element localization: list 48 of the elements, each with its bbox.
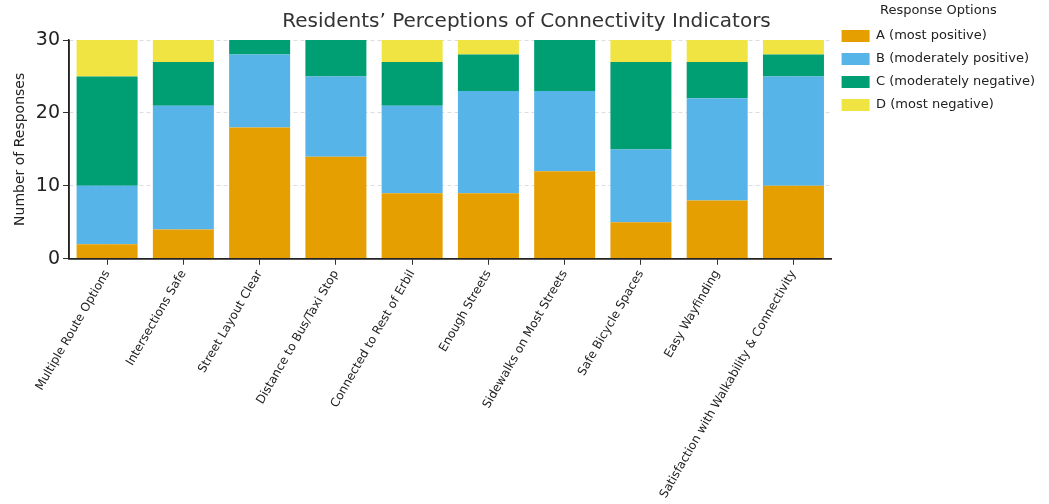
bar [152,61,214,106]
bar [762,40,824,55]
bar [457,193,519,259]
bar [152,229,214,259]
bar [381,193,443,259]
bar [152,105,214,230]
bar [686,200,748,259]
bar [762,76,824,186]
bar [610,40,672,62]
chart-title: Residents’ Perceptions of Connectivity Indicators [282,8,771,33]
y-tick-label: 30 [35,26,60,49]
bar [229,54,291,128]
legend-label: C (moderately negative) [876,73,1035,89]
bar [229,127,291,259]
bar [76,76,138,186]
bar [762,54,824,77]
bar [457,91,519,194]
bar [229,40,291,55]
y-tick-label: 20 [35,99,60,122]
bar [534,91,596,172]
y-tick-label: 0 [47,245,60,268]
bar [686,61,748,99]
legend-title: Response Options [879,1,997,17]
y-tick-label: 10 [35,172,60,195]
bar [534,40,596,92]
legend-label: B (moderately positive) [876,50,1029,66]
bar [76,244,138,259]
bar [152,40,214,62]
bar [76,40,138,77]
bar [305,76,367,157]
bar [381,61,443,106]
y-axis-title: Number of Responses [11,72,28,226]
bar [457,40,519,55]
bar [76,185,138,245]
bar [534,171,596,259]
bar [381,105,443,194]
bar [686,98,748,201]
legend-label: D (most negative) [876,96,994,112]
bar [762,185,824,259]
legend-label: A (most positive) [876,27,987,43]
bar [457,54,519,92]
bar [610,61,672,150]
bar [381,40,443,62]
bar [686,40,748,62]
bar [610,149,672,223]
bar [305,156,367,259]
bar [610,222,672,259]
bar [305,40,367,77]
